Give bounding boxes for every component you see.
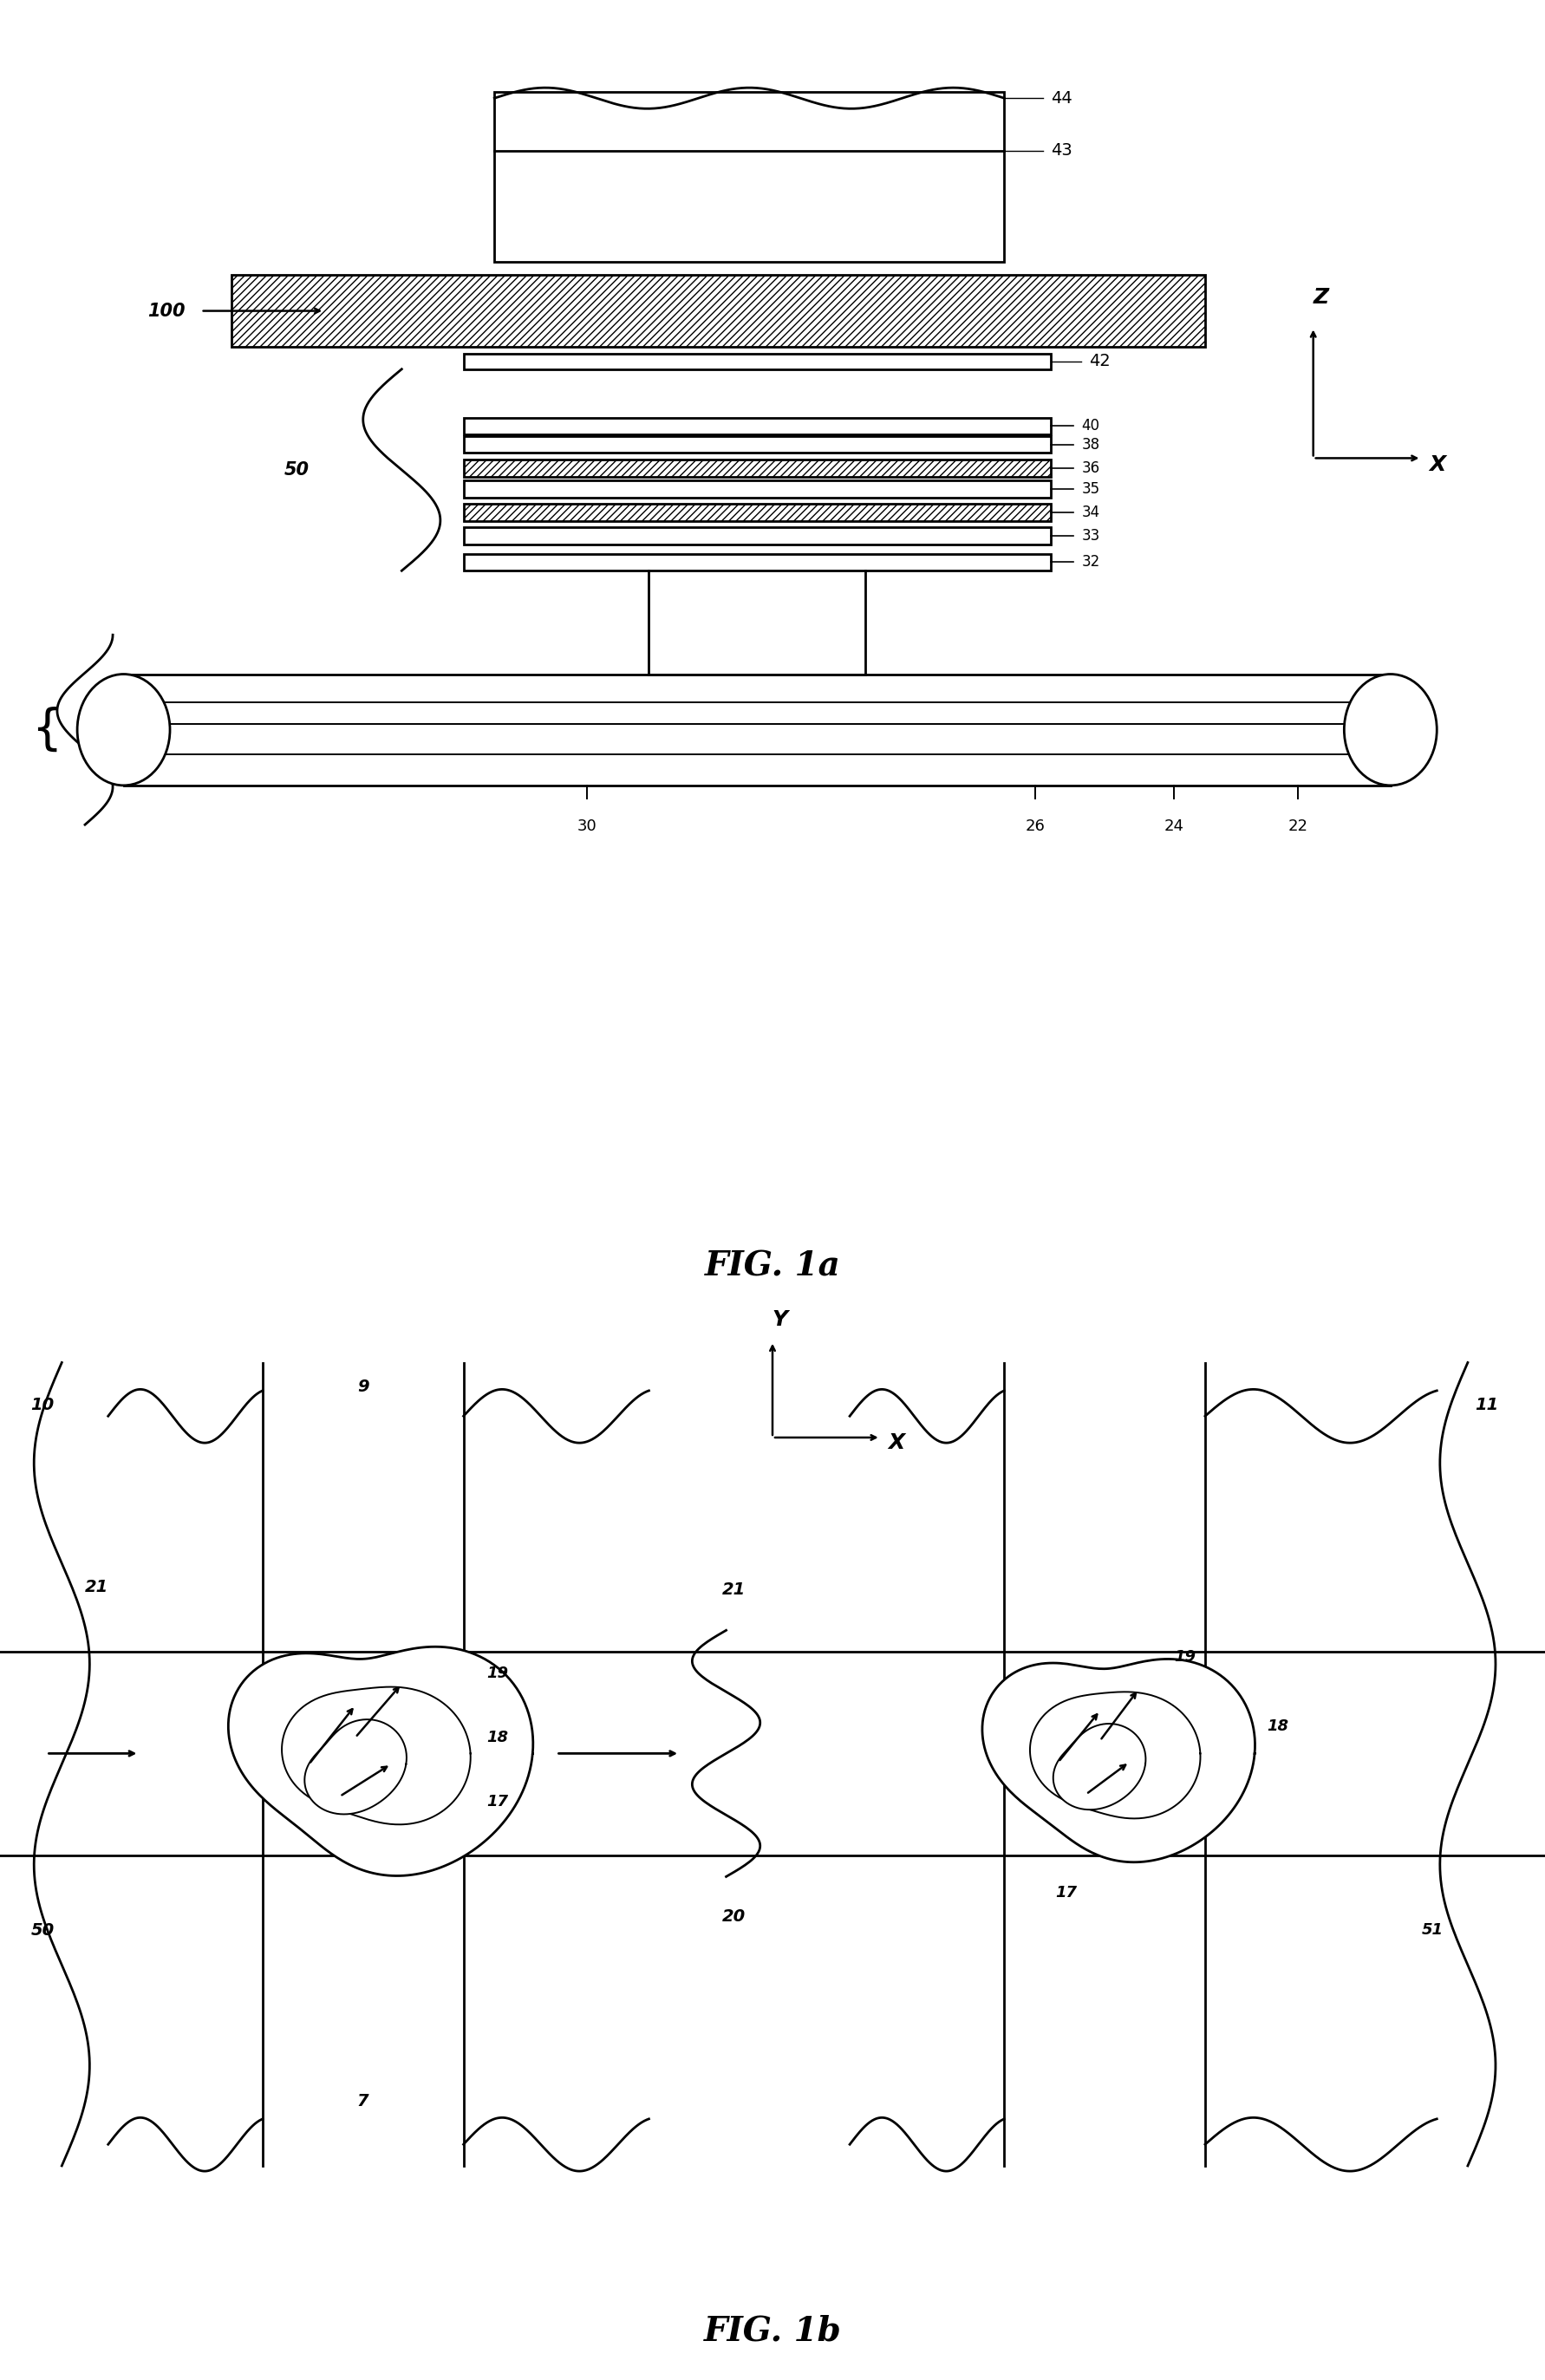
Text: 22: 22 [1289, 819, 1307, 833]
Text: 20: 20 [722, 1909, 746, 1925]
Bar [464, 436, 1051, 452]
Text: 9: 9 [357, 1378, 369, 1395]
Text: FIG. 1a: FIG. 1a [705, 1250, 840, 1283]
Text: 19: 19 [487, 1666, 508, 1680]
Text: 51: 51 [1421, 1923, 1443, 1937]
Bar [464, 528, 1051, 545]
Text: 36: 36 [1081, 459, 1100, 476]
Text: {: { [31, 707, 62, 752]
Text: 7: 7 [357, 2094, 369, 2109]
Polygon shape [304, 1718, 406, 1814]
Text: FIG. 1b: FIG. 1b [703, 2316, 842, 2347]
Text: 34: 34 [1081, 505, 1100, 521]
Bar [464, 505, 1051, 521]
Text: X: X [1429, 455, 1446, 476]
Bar [464, 459, 1051, 476]
Text: 50: 50 [284, 462, 309, 478]
Text: 21: 21 [722, 1583, 746, 1599]
Text: 17: 17 [1055, 1885, 1077, 1902]
Polygon shape [1031, 1692, 1200, 1818]
Text: 40: 40 [1081, 419, 1100, 433]
Text: 30: 30 [578, 819, 596, 833]
Text: 24: 24 [1165, 819, 1183, 833]
Text: Y: Y [772, 1309, 788, 1330]
Bar [232, 274, 1205, 347]
Text: 32: 32 [1081, 555, 1100, 571]
Text: 19: 19 [1174, 1649, 1196, 1666]
Text: 50: 50 [31, 1923, 54, 1937]
Bar [494, 90, 1004, 262]
Bar [464, 481, 1051, 497]
Text: 10: 10 [31, 1397, 54, 1414]
Text: 100: 100 [148, 302, 185, 319]
Text: 26: 26 [1026, 819, 1044, 833]
Polygon shape [229, 1647, 533, 1875]
Polygon shape [281, 1687, 471, 1825]
Text: 35: 35 [1081, 481, 1100, 497]
Ellipse shape [1344, 674, 1437, 785]
Text: 43: 43 [1051, 143, 1072, 159]
Text: 18: 18 [1267, 1718, 1289, 1735]
Text: Z: Z [1313, 288, 1329, 307]
Text: X: X [888, 1433, 905, 1454]
Text: 11: 11 [1475, 1397, 1499, 1414]
Text: 44: 44 [1051, 90, 1072, 107]
Polygon shape [983, 1659, 1255, 1861]
Ellipse shape [77, 674, 170, 785]
Polygon shape [1054, 1723, 1146, 1809]
Text: 18: 18 [487, 1730, 508, 1745]
Bar [464, 352, 1051, 369]
Text: 17: 17 [487, 1795, 508, 1809]
Text: 38: 38 [1081, 436, 1100, 452]
Text: 42: 42 [1089, 352, 1111, 369]
Bar [464, 416, 1051, 436]
Text: 21: 21 [85, 1580, 108, 1595]
Bar [464, 555, 1051, 571]
Text: 33: 33 [1081, 528, 1100, 545]
